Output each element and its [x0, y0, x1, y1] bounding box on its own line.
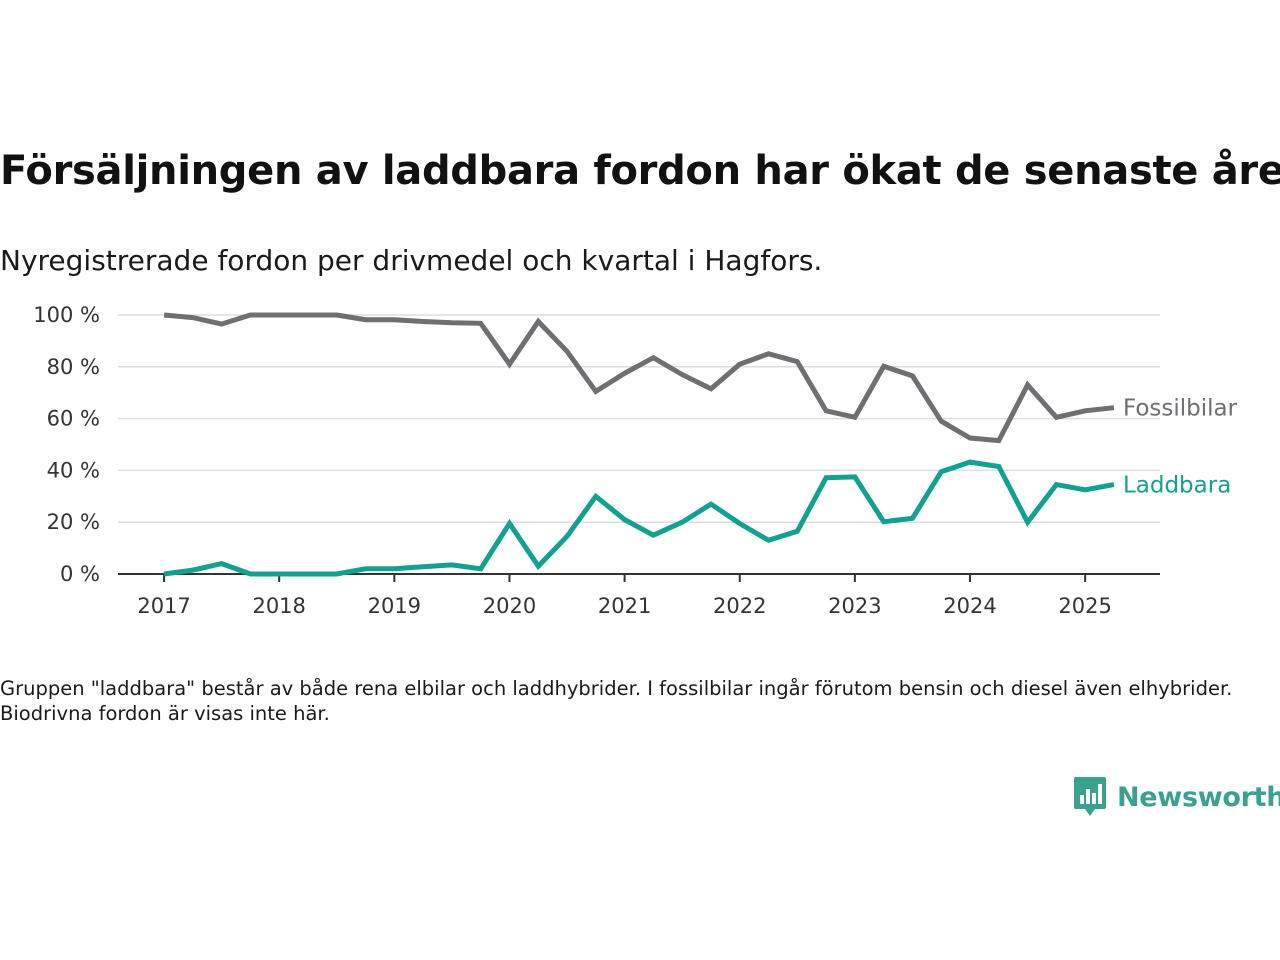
x-tick-label: 2019: [368, 594, 421, 618]
y-tick-label: 20 %: [47, 510, 100, 534]
series-label-laddbara: Laddbara: [1123, 473, 1231, 499]
y-tick-label: 40 %: [47, 458, 100, 482]
y-tick-label: 80 %: [47, 355, 100, 379]
x-tick-label: 2017: [137, 594, 190, 618]
gridlines: [118, 314, 1160, 523]
series-label-fossilbilar: Fossilbilar: [1123, 396, 1238, 422]
x-tick-label: 2023: [828, 594, 881, 618]
y-axis-tick-labels: 0 % 20 % 40 % 60 % 80 % 100 %: [33, 303, 100, 586]
brand-logo[interactable]: Newsworthy: [1073, 776, 1280, 818]
x-tick-label: 2022: [713, 594, 766, 618]
x-tick-label: 2021: [598, 594, 651, 618]
series-line-fossilbilar: [163, 312, 1115, 444]
chart-subtitle: Nyregistrerade fordon per drivmedel och …: [0, 244, 823, 277]
y-tick-label: 0 %: [60, 562, 100, 586]
series-lines: [163, 312, 1115, 577]
x-tick-label: 2025: [1058, 594, 1111, 618]
x-tick-label: 2020: [483, 594, 536, 618]
footnote: Gruppen "laddbara" består av både rena e…: [0, 677, 1233, 725]
x-axis-tick-labels: 2017 2018 2019 2020 2021 2022 2023 2024 2025: [137, 574, 1112, 618]
series-line-laddbara: [163, 459, 1115, 577]
x-tick-label: 2024: [943, 594, 996, 618]
y-tick-label: 60 %: [47, 407, 100, 431]
brand-name: Newsworthy: [1117, 781, 1280, 813]
y-tick-label: 100 %: [33, 303, 100, 327]
line-chart: 0 % 20 % 40 % 60 % 80 % 100 % 2017 2018 2019 202…: [33, 303, 1238, 618]
newsworthy-logo-icon: [1074, 777, 1106, 816]
series-labels: Fossilbilar Laddbara: [1123, 396, 1238, 499]
x-tick-label: 2018: [252, 594, 305, 618]
chart-title: Försäljningen av laddbara fordon har öka…: [0, 148, 1280, 194]
